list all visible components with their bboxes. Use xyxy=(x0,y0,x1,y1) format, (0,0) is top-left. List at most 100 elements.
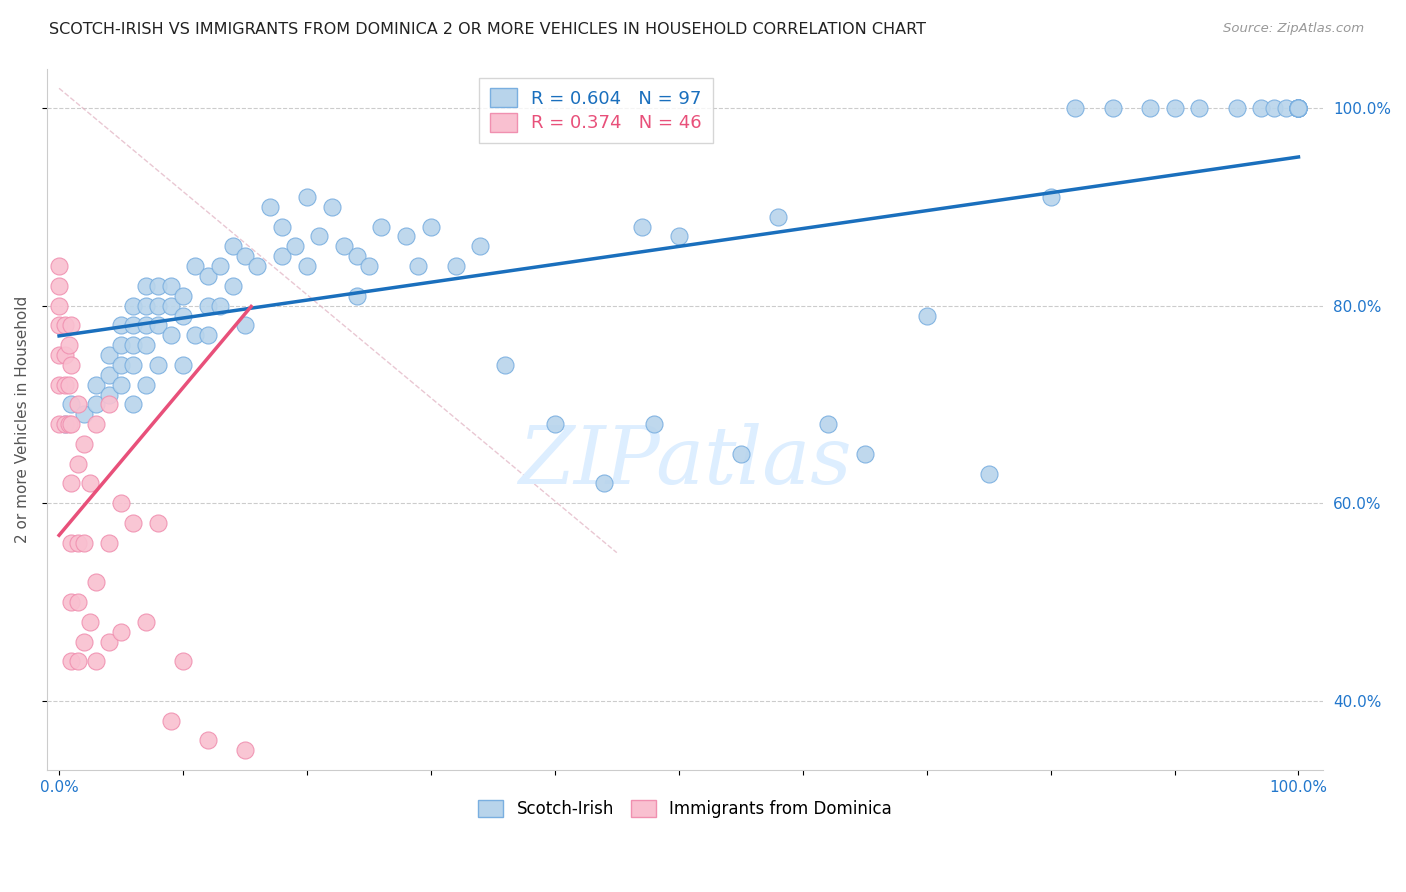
Point xyxy=(84,397,107,411)
Point xyxy=(333,239,356,253)
Point xyxy=(135,278,157,293)
Point xyxy=(53,377,76,392)
Point xyxy=(48,278,70,293)
Point xyxy=(817,417,839,432)
Point xyxy=(419,219,441,234)
Point xyxy=(73,437,96,451)
Point xyxy=(84,575,107,590)
Point xyxy=(271,249,294,263)
Point xyxy=(357,259,380,273)
Point xyxy=(246,259,269,273)
Point xyxy=(122,338,145,352)
Point xyxy=(1064,101,1087,115)
Point xyxy=(159,714,181,728)
Point xyxy=(295,259,318,273)
Point xyxy=(1275,101,1298,115)
Point xyxy=(66,457,89,471)
Point xyxy=(283,239,305,253)
Point xyxy=(148,358,170,372)
Point xyxy=(84,377,107,392)
Point xyxy=(1288,101,1310,115)
Point xyxy=(197,328,219,343)
Point xyxy=(122,299,145,313)
Point xyxy=(1263,101,1285,115)
Point xyxy=(53,417,76,432)
Point xyxy=(97,634,120,648)
Point xyxy=(308,229,330,244)
Point xyxy=(197,733,219,747)
Point xyxy=(110,358,132,372)
Point xyxy=(79,476,101,491)
Point xyxy=(630,219,652,234)
Point xyxy=(1039,190,1062,204)
Point xyxy=(60,417,83,432)
Point xyxy=(259,200,281,214)
Point xyxy=(221,278,243,293)
Point xyxy=(668,229,690,244)
Point xyxy=(172,309,194,323)
Point xyxy=(60,595,83,609)
Point xyxy=(915,309,938,323)
Point xyxy=(1288,101,1310,115)
Point xyxy=(110,318,132,333)
Point xyxy=(60,654,83,668)
Point xyxy=(58,377,80,392)
Point xyxy=(148,318,170,333)
Point xyxy=(172,654,194,668)
Point xyxy=(110,624,132,639)
Point xyxy=(66,535,89,549)
Point xyxy=(346,289,368,303)
Point xyxy=(730,447,752,461)
Point xyxy=(79,615,101,629)
Point xyxy=(1163,101,1185,115)
Point xyxy=(544,417,567,432)
Point xyxy=(977,467,1000,481)
Point xyxy=(184,259,207,273)
Point xyxy=(1101,101,1123,115)
Point xyxy=(48,377,70,392)
Point xyxy=(1288,101,1310,115)
Point xyxy=(135,615,157,629)
Legend: Scotch-Irish, Immigrants from Dominica: Scotch-Irish, Immigrants from Dominica xyxy=(471,793,898,825)
Point xyxy=(395,229,418,244)
Point xyxy=(321,200,343,214)
Point xyxy=(233,743,256,757)
Point xyxy=(1188,101,1211,115)
Point xyxy=(58,338,80,352)
Point xyxy=(1139,101,1161,115)
Point xyxy=(470,239,492,253)
Point xyxy=(1288,101,1310,115)
Point xyxy=(172,289,194,303)
Point xyxy=(97,387,120,401)
Point xyxy=(73,407,96,421)
Text: Source: ZipAtlas.com: Source: ZipAtlas.com xyxy=(1223,22,1364,36)
Point xyxy=(1288,101,1310,115)
Point xyxy=(1288,101,1310,115)
Point xyxy=(48,318,70,333)
Point xyxy=(73,634,96,648)
Point xyxy=(135,338,157,352)
Point xyxy=(271,219,294,234)
Point xyxy=(233,318,256,333)
Point xyxy=(48,299,70,313)
Point xyxy=(60,535,83,549)
Point xyxy=(159,278,181,293)
Point xyxy=(159,328,181,343)
Point xyxy=(444,259,467,273)
Point xyxy=(184,328,207,343)
Point xyxy=(209,299,232,313)
Point xyxy=(370,219,392,234)
Point xyxy=(84,654,107,668)
Point xyxy=(110,377,132,392)
Point xyxy=(60,397,83,411)
Point xyxy=(60,318,83,333)
Point xyxy=(1288,101,1310,115)
Point xyxy=(122,397,145,411)
Point xyxy=(53,348,76,362)
Point xyxy=(159,299,181,313)
Point xyxy=(66,654,89,668)
Point xyxy=(110,338,132,352)
Point xyxy=(233,249,256,263)
Point xyxy=(197,268,219,283)
Text: ZIPatlas: ZIPatlas xyxy=(519,423,852,500)
